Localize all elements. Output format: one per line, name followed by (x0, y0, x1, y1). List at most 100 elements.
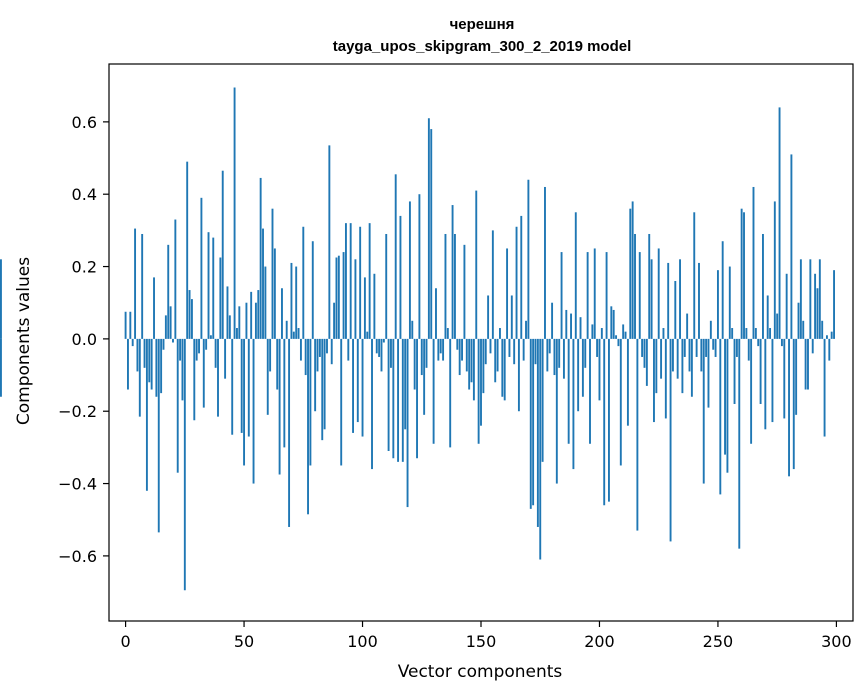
bar (629, 208, 632, 339)
bar (145, 338, 148, 491)
bar (558, 338, 561, 368)
bar (726, 338, 729, 473)
bar (797, 302, 800, 339)
bar (610, 306, 613, 339)
bar (129, 311, 132, 339)
bar (574, 212, 577, 339)
bar (830, 331, 833, 339)
bar (679, 259, 681, 339)
y-tick-label: 0.4 (72, 185, 97, 204)
bar (752, 186, 755, 339)
bar (141, 233, 144, 339)
bar (520, 215, 523, 339)
bar (283, 338, 286, 448)
bar (686, 313, 689, 339)
bar (544, 186, 546, 339)
bar (356, 338, 359, 423)
bar (641, 338, 644, 357)
x-tick-label: 200 (584, 632, 615, 651)
bar (361, 338, 364, 437)
bar (127, 338, 129, 390)
bar (598, 338, 601, 401)
bar (517, 338, 520, 412)
bar (624, 331, 627, 339)
bar (747, 338, 750, 361)
bar (799, 259, 802, 339)
bar (807, 338, 809, 390)
bar (423, 338, 426, 415)
x-axis-ticks: 0 50 100 150 200 250 300 (120, 621, 852, 651)
bar (385, 233, 388, 339)
bar (499, 328, 501, 339)
bar (387, 338, 390, 451)
bar (273, 248, 276, 339)
bar (811, 338, 814, 354)
bar (548, 338, 551, 354)
y-tick-label: −0.2 (58, 402, 97, 421)
bar (716, 270, 719, 339)
bar (157, 338, 160, 533)
bar (366, 331, 369, 339)
bar (167, 244, 170, 339)
bar (688, 338, 691, 372)
bar (622, 324, 625, 339)
bar (425, 338, 428, 368)
bar (788, 338, 790, 477)
bar (482, 338, 485, 394)
bar (510, 295, 513, 339)
bar (816, 288, 819, 339)
bar (771, 338, 774, 423)
x-axis-label: Vector components (398, 662, 563, 682)
bar (271, 208, 274, 339)
bar (285, 320, 288, 339)
bar (451, 205, 454, 339)
bar (631, 201, 634, 339)
bar (247, 338, 250, 437)
bar (823, 338, 826, 437)
bar (266, 338, 269, 415)
plot-frame (108, 63, 854, 622)
bar (221, 170, 224, 339)
x-tick-label: 150 (466, 632, 497, 651)
bar (373, 273, 376, 339)
bar (676, 338, 679, 379)
bar (449, 338, 452, 448)
bar (406, 338, 409, 508)
bar (757, 338, 760, 347)
bar (304, 338, 307, 376)
bar (539, 338, 542, 560)
bar (153, 277, 155, 339)
bar (709, 320, 712, 339)
bar (311, 241, 314, 339)
bar (480, 338, 482, 426)
bar (169, 306, 172, 339)
bar (593, 248, 596, 339)
bar (657, 248, 660, 339)
bar (200, 197, 203, 339)
bar (354, 259, 357, 339)
bar (702, 338, 705, 484)
bar (290, 262, 293, 339)
bar (750, 338, 753, 444)
bar (515, 226, 518, 339)
bar (207, 232, 210, 339)
bar (501, 338, 504, 397)
bar (700, 338, 703, 372)
bar (562, 338, 565, 379)
bar (183, 338, 186, 591)
bar (743, 212, 745, 339)
bar (404, 338, 407, 430)
bar (735, 338, 738, 357)
bar (316, 338, 319, 372)
bar (780, 338, 783, 347)
bar (143, 338, 146, 368)
bar (397, 338, 400, 462)
bar (662, 328, 665, 339)
bar (612, 309, 615, 339)
bar (278, 338, 281, 475)
bar (411, 320, 414, 339)
bar (176, 338, 179, 473)
bar (371, 338, 373, 470)
bar (733, 338, 736, 404)
bar (299, 338, 302, 361)
